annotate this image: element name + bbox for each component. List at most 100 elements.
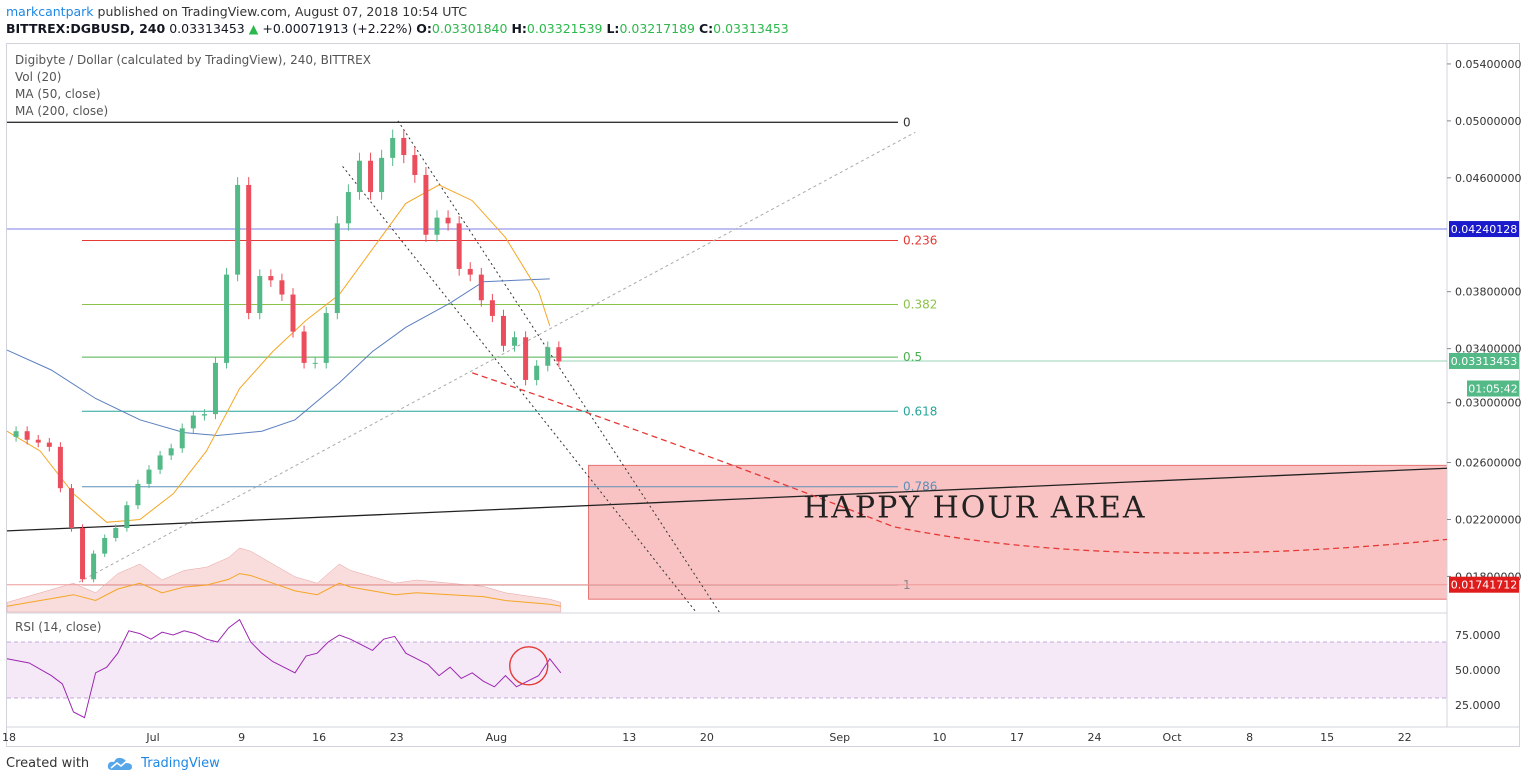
author-link[interactable]: markcantpark: [6, 4, 94, 19]
candle-body[interactable]: [135, 483, 141, 506]
candle-body[interactable]: [489, 300, 495, 316]
candle-body[interactable]: [91, 553, 97, 580]
candle-body[interactable]: [24, 431, 30, 440]
time-tick-label: 15: [1320, 731, 1334, 744]
price-tick-label: 0.04600000: [1455, 172, 1521, 185]
candle-body[interactable]: [390, 137, 396, 158]
candle-body[interactable]: [13, 431, 19, 437]
time-tick-label: 10: [932, 731, 946, 744]
price-tick-label: 0.03000000: [1455, 397, 1521, 410]
candle-body[interactable]: [201, 414, 207, 416]
price-badge: [1449, 221, 1519, 238]
rsi-band: [7, 642, 1447, 698]
candle-body[interactable]: [456, 223, 462, 269]
candle-body[interactable]: [545, 347, 551, 366]
price-tick-label: 0.02600000: [1455, 457, 1521, 470]
rising-trendline[interactable]: [6, 467, 1448, 532]
time-tick-label: Sep: [829, 731, 850, 744]
time-tick-label: 23: [390, 731, 404, 744]
candle-body[interactable]: [345, 192, 351, 224]
candle-body[interactable]: [478, 274, 484, 301]
projected-curve[interactable]: [472, 372, 1448, 554]
candle-body[interactable]: [556, 347, 562, 362]
candle-body[interactable]: [146, 469, 152, 484]
up-arrow-icon: ▲: [248, 21, 259, 36]
rsi-tick-label: 75.0000: [1455, 629, 1501, 642]
candle-body[interactable]: [268, 276, 274, 281]
candle-body[interactable]: [301, 331, 307, 363]
candle-body[interactable]: [179, 428, 185, 449]
candle-body[interactable]: [323, 313, 329, 363]
fib-level-label: 0.618: [903, 404, 937, 418]
candle-body[interactable]: [379, 157, 385, 193]
ma200-line[interactable]: [6, 278, 550, 437]
ma50-line[interactable]: [6, 184, 551, 523]
happy-hour-label: HAPPY HOUR AREA: [803, 490, 1147, 525]
candle-body[interactable]: [279, 280, 285, 295]
tradingview-link[interactable]: TradingView: [141, 756, 220, 771]
candle-body[interactable]: [35, 439, 41, 443]
price-badge-label: 0.03313453: [1451, 355, 1517, 368]
symbol-label: BITTREX:DGBUSD, 240: [6, 21, 166, 36]
price-tick-label: 0.02200000: [1455, 513, 1521, 526]
candle-body[interactable]: [157, 455, 163, 470]
publish-text: published on TradingView.com, August 07,…: [97, 4, 467, 19]
candle-body[interactable]: [113, 528, 119, 538]
price-badge: [1467, 380, 1519, 397]
rsi-line[interactable]: [6, 618, 562, 719]
legend-ma50[interactable]: MA (50, close): [15, 87, 101, 101]
candle-body[interactable]: [68, 488, 74, 529]
candle-body[interactable]: [500, 315, 506, 346]
candle-body[interactable]: [246, 184, 252, 314]
candle-body[interactable]: [368, 160, 374, 193]
candle-body[interactable]: [523, 337, 529, 380]
candle-body[interactable]: [412, 155, 418, 175]
price-tick-label: 0.05400000: [1455, 58, 1521, 71]
candle-body[interactable]: [334, 223, 340, 314]
candle-body[interactable]: [512, 337, 518, 346]
time-tick-label: 16: [312, 731, 326, 744]
candle-body[interactable]: [102, 537, 108, 554]
candle-body[interactable]: [434, 217, 440, 235]
candle-body[interactable]: [257, 276, 263, 314]
price-tick-label: 0.03800000: [1455, 286, 1521, 299]
candle-body[interactable]: [235, 184, 241, 275]
candle-body[interactable]: [168, 448, 174, 456]
candle-body[interactable]: [312, 362, 318, 364]
time-tick-label: Oct: [1163, 731, 1183, 744]
time-tick-label: 9: [238, 731, 245, 744]
price-badge: [1449, 352, 1519, 369]
time-tick-label: 24: [1088, 731, 1102, 744]
legend-vol[interactable]: Vol (20): [15, 70, 62, 84]
candle-body[interactable]: [124, 505, 130, 529]
rsi-highlight-circle[interactable]: [509, 646, 549, 686]
high-value: 0.03321539: [526, 21, 603, 36]
legend-title: Digibyte / Dollar (calculated by Trading…: [15, 53, 371, 67]
fib-level-label: 0.382: [903, 298, 937, 312]
candle-body[interactable]: [445, 217, 451, 224]
legend-rsi[interactable]: RSI (14, close): [15, 620, 102, 634]
time-tick-label: 13: [622, 731, 636, 744]
volume-area: [6, 547, 562, 613]
candle-body[interactable]: [290, 294, 296, 332]
candle-body[interactable]: [80, 528, 86, 580]
happy-hour-zone[interactable]: [588, 464, 1448, 600]
price-badge-label: 0.04240128: [1451, 223, 1517, 236]
candle-body[interactable]: [190, 415, 196, 429]
candle-body[interactable]: [423, 174, 429, 235]
candle-body[interactable]: [212, 362, 218, 415]
close-label: C:: [698, 21, 714, 36]
candle-body[interactable]: [57, 446, 63, 489]
candle-body[interactable]: [46, 442, 52, 447]
candle-body[interactable]: [534, 365, 540, 380]
high-label: H:: [511, 21, 527, 36]
candle-body[interactable]: [401, 137, 407, 156]
fib-diagonal-line[interactable]: [78, 131, 916, 583]
footer: Created with TradingView: [6, 756, 220, 771]
candle-body[interactable]: [224, 274, 230, 363]
candle-body[interactable]: [467, 268, 473, 275]
symbol-info: BITTREX:DGBUSD, 240 0.03313453 ▲ +0.0007…: [6, 21, 789, 36]
legend-ma200[interactable]: MA (200, close): [15, 104, 109, 118]
candle-body[interactable]: [356, 160, 362, 193]
